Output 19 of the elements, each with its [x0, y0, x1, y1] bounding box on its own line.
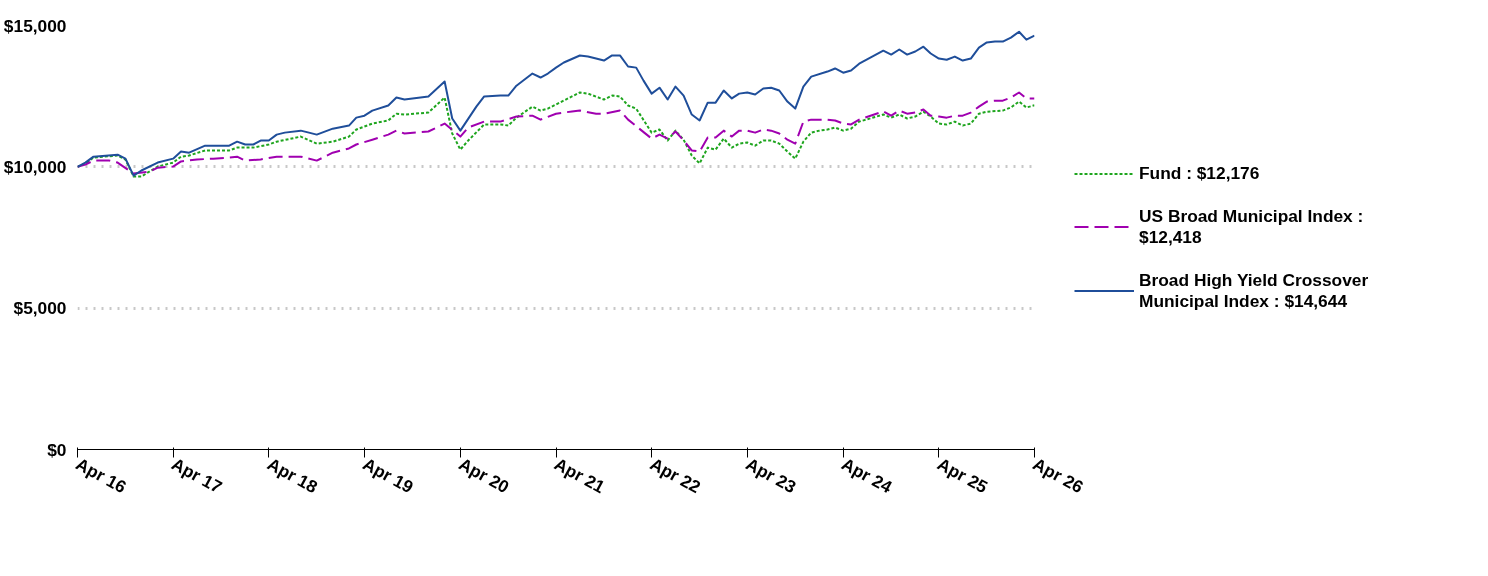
- x-tick-label: Apr 22: [646, 453, 704, 498]
- x-tick-label: Apr 19: [359, 453, 417, 498]
- x-tick-label: Apr 25: [934, 453, 992, 498]
- x-tick-label: Apr 20: [455, 453, 513, 498]
- y-tick-label: $0: [47, 439, 67, 460]
- x-tick-label: Apr 24: [838, 453, 896, 498]
- legend-label: Broad High Yield Crossover Municipal Index : $14,644: [1139, 269, 1369, 312]
- x-tick-label: Apr 16: [72, 453, 130, 498]
- y-tick-label: $10,000: [3, 156, 67, 177]
- x-tick-label: Apr 23: [742, 453, 800, 498]
- x-tick-label: Apr 17: [168, 453, 226, 498]
- legend-label: US Broad Municipal Index : $12,418: [1139, 205, 1364, 248]
- x-tick-label: Apr 21: [551, 453, 609, 498]
- legend-label: Fund : $12,176: [1139, 162, 1260, 184]
- y-tick-label: $5,000: [13, 298, 67, 319]
- x-tick-label: Apr 18: [264, 453, 322, 498]
- x-tick-label: Apr 26: [1029, 453, 1087, 498]
- line-series: [77, 30, 1035, 177]
- y-tick-label: $15,000: [3, 15, 67, 36]
